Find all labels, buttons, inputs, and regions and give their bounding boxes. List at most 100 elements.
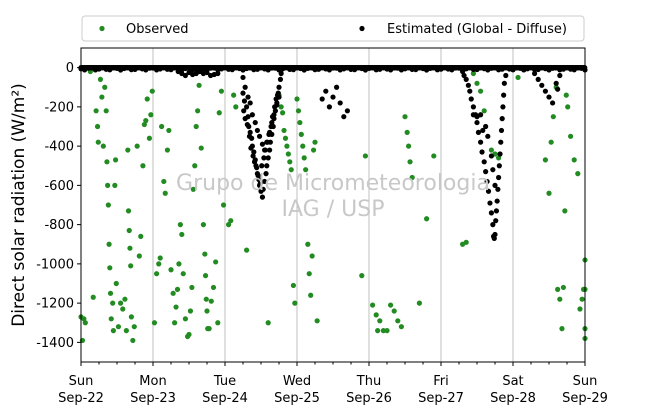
data-point-estimated bbox=[326, 104, 332, 110]
data-point-estimated bbox=[250, 153, 256, 159]
data-point-observed bbox=[102, 84, 108, 90]
data-point-observed bbox=[571, 157, 577, 163]
data-point-observed bbox=[97, 76, 104, 82]
data-point-estimated bbox=[264, 139, 270, 145]
x-tick-label-day: Sun bbox=[573, 374, 598, 389]
data-point-estimated bbox=[272, 108, 278, 114]
data-point-observed bbox=[176, 261, 182, 267]
series-estimated bbox=[175, 68, 563, 241]
data-point-observed bbox=[298, 131, 304, 137]
data-point-observed bbox=[202, 251, 208, 257]
data-point-observed bbox=[406, 143, 412, 149]
data-point-observed bbox=[179, 231, 185, 238]
data-point-observed bbox=[105, 202, 111, 208]
data-point-estimated bbox=[550, 100, 556, 106]
x-tick-label-day: Sat bbox=[502, 374, 523, 389]
data-point-observed bbox=[144, 96, 150, 102]
data-point-estimated bbox=[244, 121, 250, 128]
data-point-estimated bbox=[276, 94, 282, 100]
legend-label-observed: Observed bbox=[126, 22, 189, 37]
data-point-observed bbox=[300, 143, 306, 149]
data-point-observed bbox=[190, 186, 196, 192]
x-ticks: Sun Sep-22 Mon Sep-23 Tue Sep-24 Wed Sep-25 Thu S… bbox=[58, 362, 608, 406]
data-point-estimated bbox=[468, 96, 474, 102]
data-point-estimated bbox=[487, 200, 493, 206]
data-point-observed bbox=[424, 216, 430, 222]
data-point-observed bbox=[577, 306, 583, 312]
data-point-observed bbox=[278, 104, 284, 110]
data-point-observed bbox=[375, 328, 381, 334]
data-point-observed bbox=[563, 92, 569, 98]
data-point-estimated bbox=[474, 119, 480, 126]
data-point-observed bbox=[295, 108, 302, 114]
data-point-observed bbox=[134, 143, 140, 149]
data-point-observed bbox=[123, 328, 129, 334]
data-point-estimated bbox=[334, 84, 340, 90]
data-point-estimated bbox=[255, 172, 261, 179]
data-point-estimated bbox=[555, 86, 561, 92]
data-point-estimated bbox=[467, 88, 473, 94]
data-point-estimated bbox=[485, 188, 492, 194]
data-point-observed bbox=[118, 300, 124, 306]
data-point-estimated bbox=[330, 94, 336, 100]
x-tick-label-date: Sep-29 bbox=[562, 391, 608, 406]
data-point-estimated bbox=[256, 176, 262, 183]
data-point-observed bbox=[93, 108, 99, 114]
data-point-observed bbox=[103, 108, 109, 114]
data-point-estimated bbox=[260, 186, 266, 192]
data-point-estimated bbox=[261, 155, 267, 161]
data-point-estimated bbox=[495, 186, 501, 192]
data-point-estimated bbox=[498, 127, 505, 134]
y-tick-label: -1400 bbox=[36, 336, 74, 351]
data-point-observed bbox=[193, 123, 199, 130]
data-point-estimated bbox=[256, 133, 263, 139]
data-point-observed bbox=[146, 135, 152, 141]
data-point-observed bbox=[362, 153, 368, 159]
data-point-estimated bbox=[557, 72, 563, 79]
data-point-observed bbox=[140, 163, 146, 169]
x-tick-label-date: Sep-28 bbox=[490, 391, 536, 406]
data-point-estimated bbox=[478, 139, 484, 145]
data-point-estimated bbox=[480, 127, 486, 134]
data-point-observed bbox=[220, 202, 227, 208]
data-point-estimated bbox=[490, 222, 496, 228]
data-point-observed bbox=[208, 298, 214, 304]
data-point-observed bbox=[113, 280, 119, 287]
watermark-line-2: IAG / USP bbox=[282, 197, 385, 222]
data-point-estimated bbox=[248, 145, 254, 151]
data-point-zero bbox=[269, 65, 275, 71]
y-tick-label: -400 bbox=[44, 140, 74, 155]
data-point-observed bbox=[112, 182, 118, 188]
watermark-line-1: Grupo de Micrometeorologia bbox=[176, 171, 490, 196]
data-point-observed bbox=[370, 302, 376, 308]
data-point-observed bbox=[136, 253, 142, 259]
data-point-observed bbox=[463, 239, 469, 245]
data-point-observed bbox=[107, 265, 113, 271]
data-point-observed bbox=[106, 241, 112, 247]
data-point-estimated bbox=[274, 102, 280, 108]
data-point-observed bbox=[206, 326, 212, 332]
data-point-estimated bbox=[254, 127, 260, 134]
data-point-observed bbox=[294, 96, 300, 102]
data-point-observed bbox=[301, 155, 307, 161]
series-observed bbox=[78, 68, 588, 344]
data-point-observed bbox=[162, 190, 168, 196]
data-point-observed bbox=[407, 159, 413, 165]
data-point-observed bbox=[557, 296, 563, 302]
data-point-observed bbox=[95, 139, 101, 145]
data-point-estimated bbox=[252, 119, 258, 126]
data-point-observed bbox=[115, 324, 122, 330]
data-point-observed bbox=[130, 337, 136, 344]
data-point-observed bbox=[125, 208, 132, 214]
data-point-estimated bbox=[461, 72, 467, 79]
data-point-estimated bbox=[259, 194, 266, 200]
data-point-observed bbox=[100, 143, 106, 149]
zero-baseline bbox=[78, 65, 588, 73]
data-point-observed bbox=[108, 316, 114, 322]
data-point-observed bbox=[297, 119, 303, 126]
data-point-observed bbox=[280, 110, 286, 116]
data-point-observed bbox=[288, 167, 294, 173]
data-point-observed bbox=[515, 74, 521, 81]
data-point-observed bbox=[550, 114, 556, 120]
data-point-observed bbox=[126, 227, 132, 234]
